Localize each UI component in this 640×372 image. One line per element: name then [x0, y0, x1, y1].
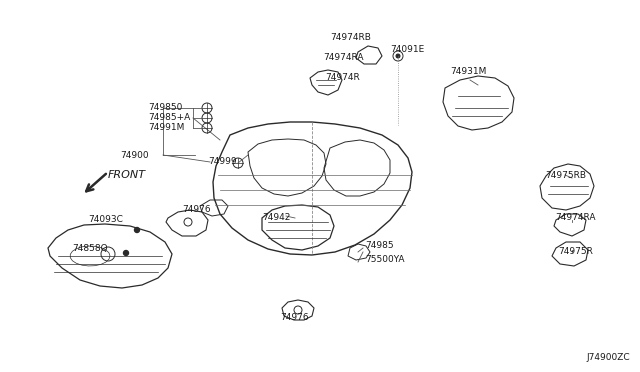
- Text: 74985+A: 74985+A: [148, 113, 190, 122]
- Circle shape: [124, 250, 129, 256]
- Text: 74093C: 74093C: [88, 215, 123, 224]
- Text: 74942: 74942: [262, 214, 291, 222]
- Text: 74091E: 74091E: [390, 45, 424, 55]
- Text: J74900ZC: J74900ZC: [586, 353, 630, 362]
- Text: 749850: 749850: [148, 103, 182, 112]
- Text: 74974RA: 74974RA: [323, 54, 364, 62]
- Text: 75500YA: 75500YA: [365, 256, 404, 264]
- Text: 74985: 74985: [365, 241, 394, 250]
- Text: 74974RB: 74974RB: [330, 33, 371, 42]
- Text: 74974RA: 74974RA: [555, 214, 595, 222]
- Text: 74975R: 74975R: [558, 247, 593, 257]
- Text: 74931M: 74931M: [450, 67, 486, 77]
- Text: 74999: 74999: [208, 157, 237, 167]
- Circle shape: [396, 54, 400, 58]
- Circle shape: [134, 228, 140, 232]
- Text: 74974R: 74974R: [325, 74, 360, 83]
- Text: 74975RB: 74975RB: [545, 170, 586, 180]
- Text: FRONT: FRONT: [108, 170, 146, 180]
- Text: 74976: 74976: [182, 205, 211, 215]
- Text: 74900: 74900: [120, 151, 148, 160]
- Text: 74858Q: 74858Q: [72, 244, 108, 253]
- Text: 74976: 74976: [280, 314, 308, 323]
- Text: 74991M: 74991M: [148, 124, 184, 132]
